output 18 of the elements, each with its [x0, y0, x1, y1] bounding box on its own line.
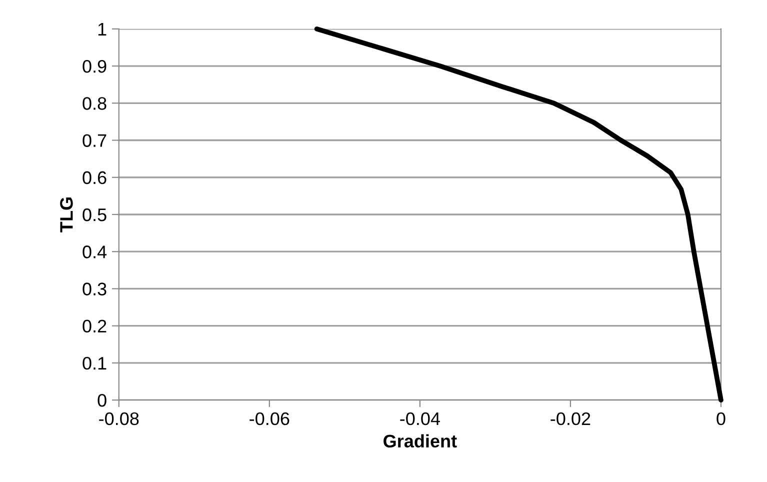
- x-axis-title: Gradient: [384, 434, 457, 448]
- y-tick-label: 0.6: [82, 171, 106, 184]
- y-axis-title: TLG: [60, 198, 73, 232]
- y-tick-label: 0: [98, 394, 106, 407]
- y-tick-label: 0.7: [82, 134, 106, 147]
- y-tick-label: 0.3: [82, 282, 106, 296]
- x-tick-label: -0.04: [400, 412, 440, 426]
- x-tick-label: -0.06: [250, 412, 290, 426]
- y-tick-label: 0.1: [82, 356, 106, 370]
- y-tick-label: 0.4: [82, 246, 107, 258]
- x-tick-label: -0.08: [99, 412, 139, 426]
- y-tick-label: 0.9: [82, 60, 106, 73]
- x-tick-label: 0: [716, 412, 726, 426]
- y-tick-label: 0.8: [82, 97, 106, 110]
- y-tick-label: 0.2: [82, 320, 106, 333]
- y-tick-label: 0.5: [82, 208, 106, 222]
- x-tick-label: -0.02: [550, 412, 590, 426]
- y-tick-label: 1: [98, 23, 106, 36]
